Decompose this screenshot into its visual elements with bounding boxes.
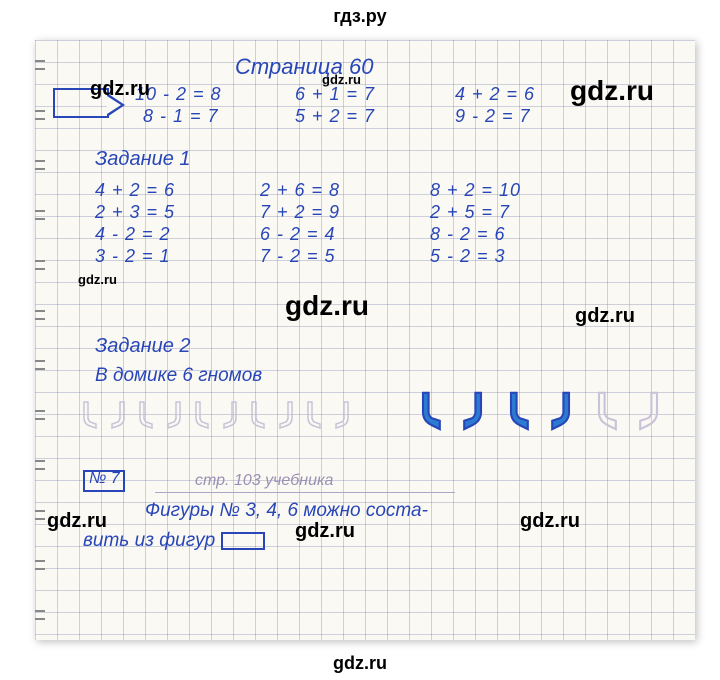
task1-eq: 7 - 2 = 5 bbox=[260, 246, 336, 267]
sock-icon bbox=[304, 400, 324, 430]
watermark: gdz.ru bbox=[295, 520, 355, 543]
watermark: gdz.ru bbox=[322, 72, 361, 87]
underline bbox=[155, 492, 455, 493]
sock-icon bbox=[276, 400, 296, 430]
task1-heading: Задание 1 bbox=[95, 148, 191, 171]
sock-icon bbox=[547, 390, 577, 432]
task1-eq: 5 - 2 = 3 bbox=[430, 246, 506, 267]
sock-icon bbox=[415, 390, 445, 432]
watermark: gdz.ru bbox=[78, 272, 117, 287]
task1-eq: 4 + 2 = 6 bbox=[95, 180, 175, 201]
socks-faint bbox=[80, 400, 352, 430]
task1-eq: 2 + 5 = 7 bbox=[430, 202, 510, 223]
watermark: gdz.ru bbox=[285, 290, 369, 322]
sock-icon bbox=[220, 400, 240, 430]
task1-eq: 7 + 2 = 9 bbox=[260, 202, 340, 223]
sock-icon bbox=[108, 400, 128, 430]
task1-eq: 4 - 2 = 2 bbox=[95, 224, 171, 245]
task2-heading: Задание 2 bbox=[95, 335, 191, 358]
watermark: gdz.ru bbox=[520, 510, 580, 533]
notebook-page: Страница 60 10 - 2 = 8 6 + 1 = 7 4 + 2 =… bbox=[35, 40, 695, 640]
site-footer: gdz.ru bbox=[0, 653, 720, 674]
sock-icon bbox=[591, 390, 621, 432]
watermark: gdz.ru bbox=[575, 305, 635, 328]
rect-icon bbox=[221, 532, 265, 550]
task1-eq: 6 - 2 = 4 bbox=[260, 224, 336, 245]
task2-text: В домике 6 гномов bbox=[95, 365, 262, 387]
note7-line1: Фигуры № 3, 4, 6 можно соста- bbox=[145, 500, 428, 522]
intro-eq: 5 + 2 = 7 bbox=[295, 106, 375, 127]
sock-icon bbox=[164, 400, 184, 430]
task1-eq: 2 + 3 = 5 bbox=[95, 202, 175, 223]
sock-icon bbox=[192, 400, 212, 430]
sock-icon bbox=[248, 400, 268, 430]
intro-eq: 8 - 1 = 7 bbox=[143, 106, 219, 127]
sock-icon bbox=[459, 390, 489, 432]
watermark: gdz.ru bbox=[570, 75, 654, 107]
note7-ref: стр. 103 учебника bbox=[195, 472, 333, 490]
intro-eq: 4 + 2 = 6 bbox=[455, 84, 535, 105]
note7-line2: вить из фигур bbox=[83, 530, 265, 552]
sock-icon bbox=[503, 390, 533, 432]
sock-icon bbox=[635, 390, 665, 432]
task1-eq: 8 + 2 = 10 bbox=[430, 180, 521, 201]
task1-eq: 8 - 2 = 6 bbox=[430, 224, 506, 245]
note7-label: № 7 bbox=[89, 470, 120, 488]
watermark: gdz.ru bbox=[47, 510, 107, 533]
intro-eq: 9 - 2 = 7 bbox=[455, 106, 531, 127]
sock-icon bbox=[332, 400, 352, 430]
task1-eq: 2 + 6 = 8 bbox=[260, 180, 340, 201]
sock-icon bbox=[136, 400, 156, 430]
intro-eq: 6 + 1 = 7 bbox=[295, 84, 375, 105]
socks-bold bbox=[415, 390, 665, 432]
task1-eq: 3 - 2 = 1 bbox=[95, 246, 171, 267]
sock-icon bbox=[80, 400, 100, 430]
site-header: гдз.ру bbox=[0, 6, 720, 27]
spiral-binding bbox=[35, 40, 47, 640]
